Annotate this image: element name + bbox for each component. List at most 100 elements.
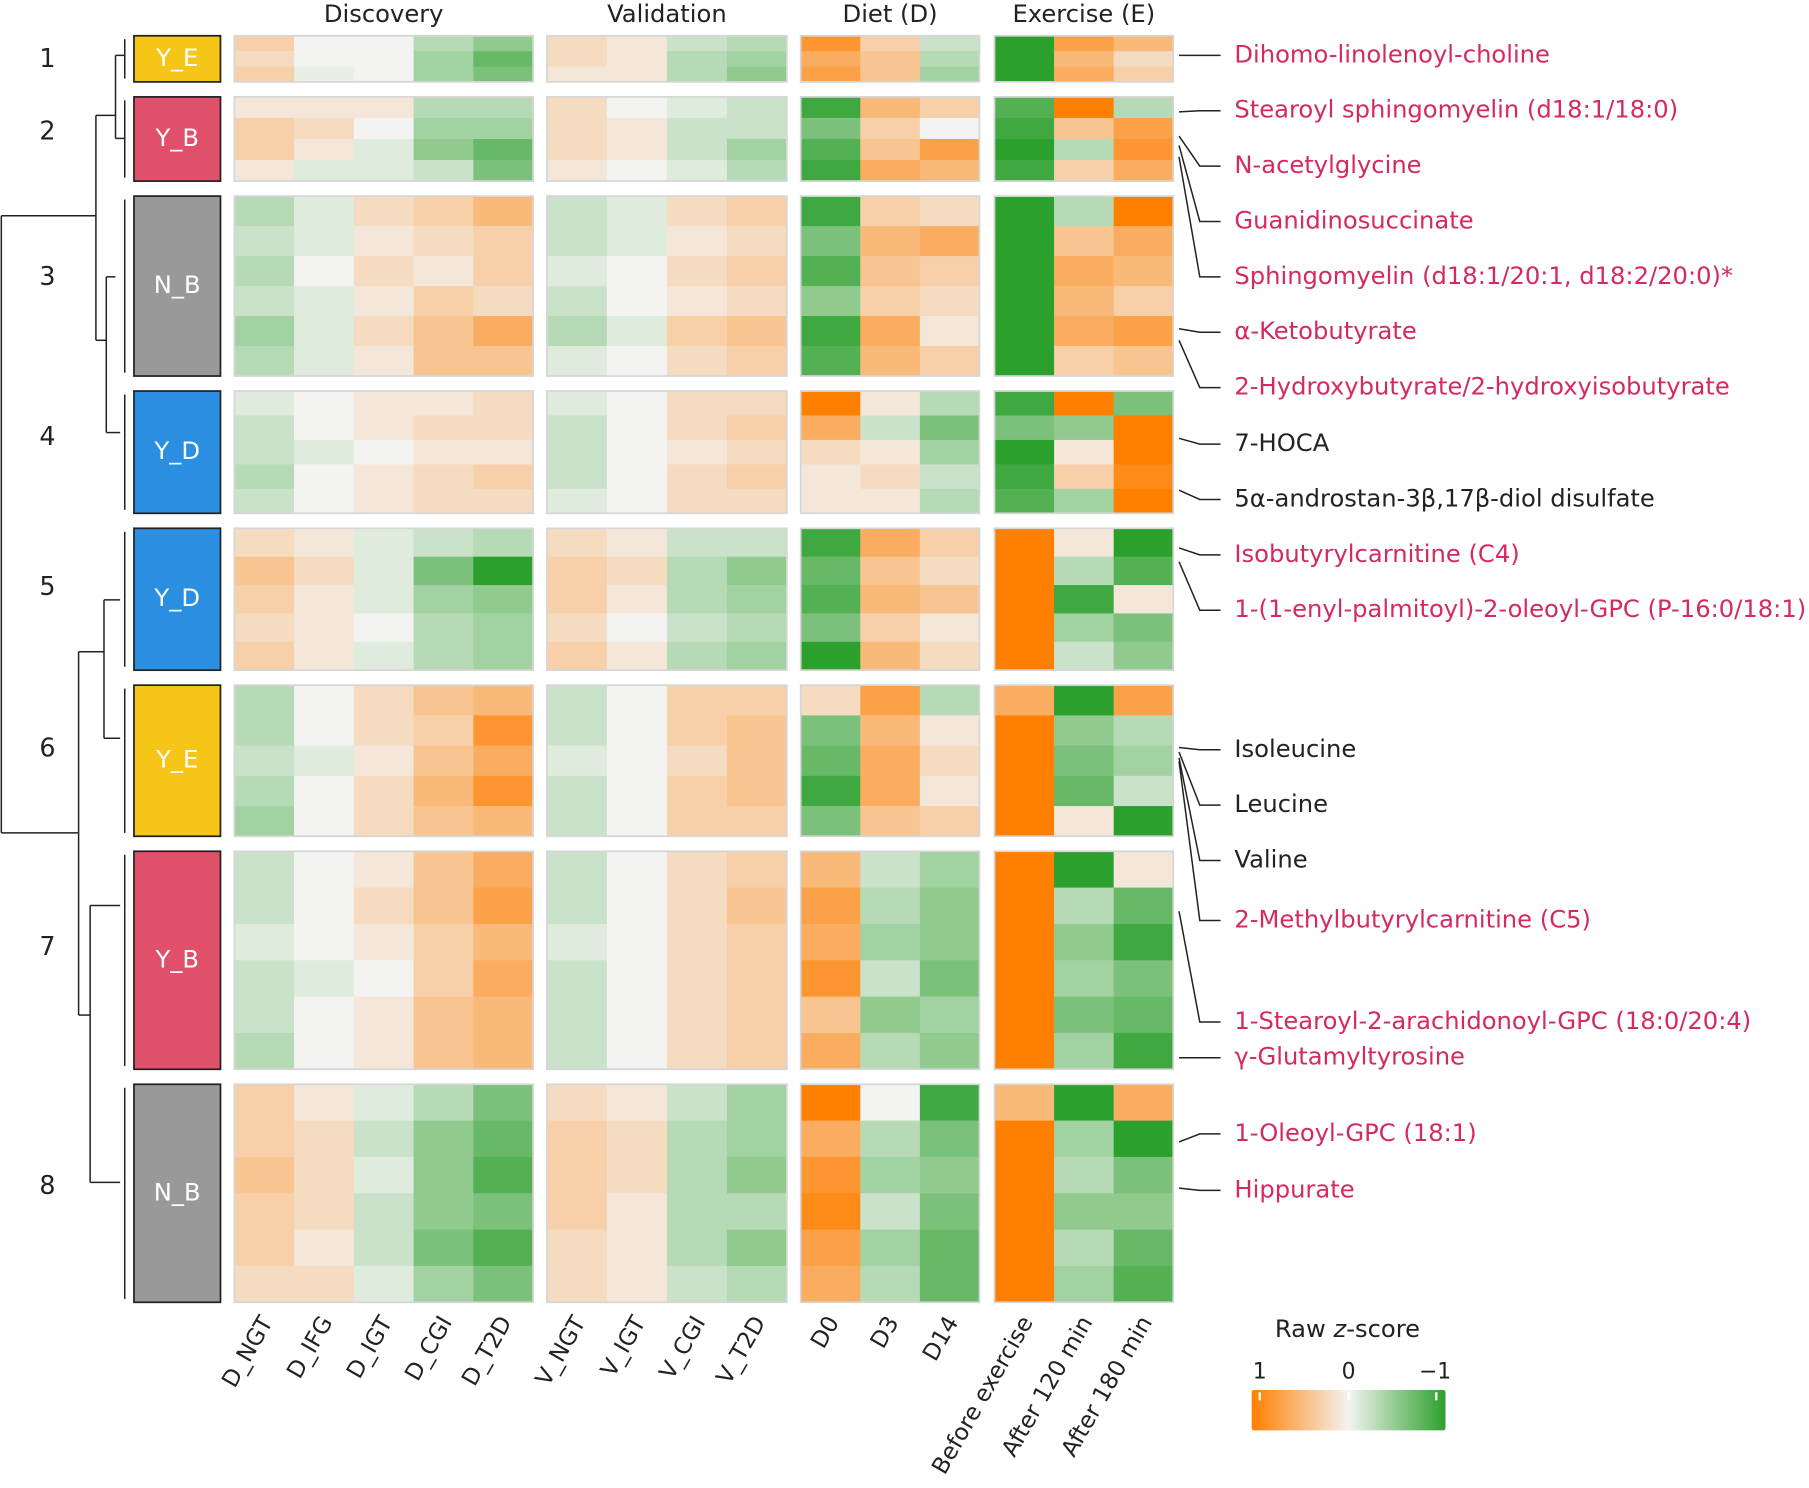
- heatmap-cell: [234, 138, 295, 161]
- heatmap-cell: [413, 585, 474, 614]
- heatmap-cell: [473, 528, 534, 558]
- heatmap-cell: [666, 415, 728, 441]
- cluster-group-box: [133, 390, 222, 515]
- heatmap-cell: [860, 745, 921, 777]
- heatmap-cell: [726, 613, 788, 643]
- heatmap-cell: [234, 556, 295, 586]
- annotation-connector: [1178, 561, 1221, 611]
- heatmap-cell: [726, 745, 788, 777]
- heatmap-cell: [234, 488, 295, 514]
- heatmap-cell: [919, 1120, 980, 1158]
- heatmap-cell: [234, 1229, 295, 1267]
- heatmap-cell: [353, 556, 415, 586]
- heatmap-cell: [353, 528, 415, 558]
- heatmap-cell: [294, 1265, 355, 1303]
- heatmap-cell: [800, 585, 861, 614]
- heatmap-cell: [919, 35, 980, 52]
- heatmap-cell: [994, 641, 1055, 671]
- heatmap-cell: [1054, 415, 1115, 441]
- heatmap-cell: [666, 391, 728, 416]
- heatmap-cell: [919, 415, 980, 441]
- heatmap-cell: [1054, 996, 1115, 1034]
- heatmap-block-border: [233, 195, 534, 377]
- heatmap-cell: [1054, 613, 1115, 643]
- heatmap-cell: [919, 685, 980, 716]
- heatmap-cell: [1054, 1229, 1115, 1267]
- heatmap-cell: [1054, 806, 1115, 837]
- heatmap-cell: [473, 1084, 534, 1122]
- heatmap-cell: [800, 1265, 861, 1303]
- heatmap-cell: [546, 1265, 608, 1303]
- heatmap-cell: [1113, 745, 1174, 777]
- heatmap-cell: [294, 196, 355, 227]
- heatmap-cell: [1054, 96, 1115, 119]
- heatmap-cell: [666, 51, 728, 67]
- heatmap-cell: [234, 806, 295, 837]
- heatmap-cell: [294, 1193, 355, 1231]
- heatmap-cell: [353, 35, 415, 52]
- heatmap-cell: [800, 745, 861, 777]
- annotation-connector: [1178, 437, 1221, 445]
- heatmap-cell: [473, 1156, 534, 1194]
- heatmap-cell: [666, 464, 728, 490]
- heatmap-cell: [666, 887, 728, 925]
- heatmap-cell: [1054, 286, 1115, 317]
- heatmap-cell: [666, 745, 728, 777]
- heatmap-cell: [1054, 528, 1115, 558]
- heatmap-cell: [860, 51, 921, 67]
- heatmap-cell: [546, 464, 608, 490]
- heatmap-cell: [353, 1156, 415, 1194]
- heatmap-cell: [1113, 226, 1174, 257]
- heatmap-cell: [294, 851, 355, 889]
- metabolite-label: Leucine: [1234, 790, 1328, 818]
- heatmap-cell: [546, 1193, 608, 1231]
- heatmap-block-border: [799, 390, 981, 515]
- heatmap-cell: [606, 488, 668, 514]
- heatmap-block-border: [233, 1083, 534, 1304]
- heatmap-cell: [726, 316, 788, 347]
- heatmap-cell: [606, 117, 668, 140]
- column-tick-label: D_T2D: [457, 1312, 517, 1391]
- heatmap-cell: [1113, 851, 1174, 889]
- heatmap-cell: [546, 585, 608, 614]
- heatmap-cell: [353, 1193, 415, 1231]
- heatmap-cell: [666, 1265, 728, 1303]
- heatmap-cell: [413, 415, 474, 441]
- heatmap-cell: [413, 1229, 474, 1267]
- heatmap-cell: [860, 1156, 921, 1194]
- heatmap-cell: [800, 226, 861, 257]
- heatmap-cell: [413, 464, 474, 490]
- heatmap-cell: [234, 745, 295, 777]
- heatmap-cell: [726, 160, 788, 182]
- heatmap-cell: [1054, 585, 1115, 614]
- column-tick-label: D3: [866, 1312, 905, 1353]
- heatmap-cell: [860, 488, 921, 514]
- heatmap-cell: [919, 775, 980, 807]
- heatmap-cell: [606, 286, 668, 317]
- heatmap-cell: [919, 51, 980, 67]
- heatmap-cell: [606, 196, 668, 227]
- column-group-title: Exercise (E): [1013, 0, 1156, 28]
- heatmap-cell: [726, 685, 788, 716]
- heatmap-cell: [1054, 1193, 1115, 1231]
- heatmap-cell: [800, 160, 861, 182]
- heatmap-cell: [606, 138, 668, 161]
- heatmap-block-border: [546, 390, 788, 515]
- heatmap-cell: [994, 316, 1055, 347]
- heatmap-cell: [919, 286, 980, 317]
- heatmap-cell: [726, 556, 788, 586]
- heatmap-cell: [1054, 887, 1115, 925]
- heatmap-cell: [860, 1120, 921, 1158]
- heatmap-cell: [294, 528, 355, 558]
- heatmap-cell: [1054, 439, 1115, 465]
- heatmap-cell: [1054, 1120, 1115, 1158]
- heatmap-cell: [919, 806, 980, 837]
- heatmap-cell: [234, 960, 295, 998]
- heatmap-cell: [919, 960, 980, 998]
- heatmap-cell: [1054, 960, 1115, 998]
- cluster-number: 3: [39, 261, 55, 291]
- heatmap-cell: [994, 160, 1055, 182]
- heatmap-cell: [800, 556, 861, 586]
- heatmap-cell: [1113, 1120, 1174, 1158]
- heatmap-cell: [473, 715, 534, 747]
